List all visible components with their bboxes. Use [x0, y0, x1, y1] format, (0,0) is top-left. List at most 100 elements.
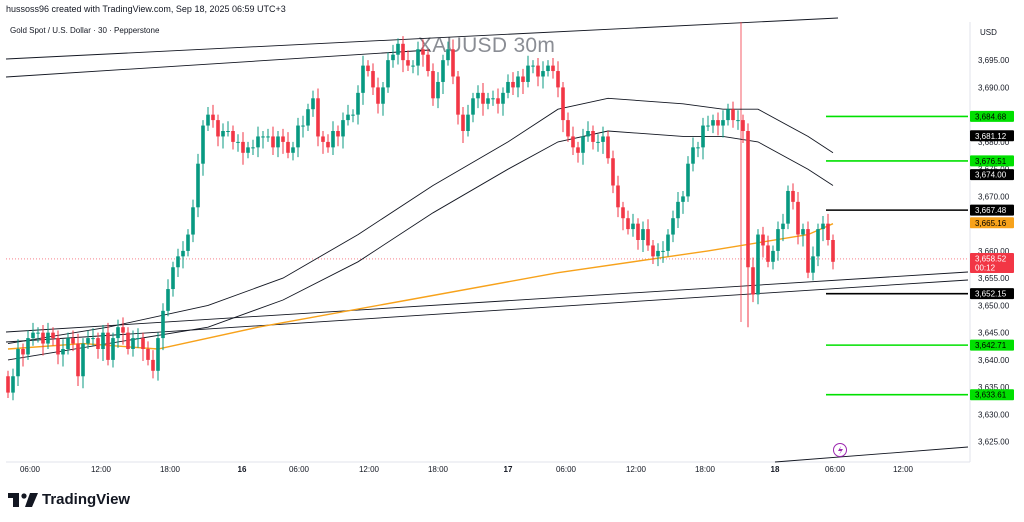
lightning-icon	[838, 446, 843, 455]
price-badge	[970, 155, 1014, 167]
candle-body	[386, 60, 390, 88]
candle-body	[806, 229, 810, 273]
candle-body	[161, 310, 165, 339]
candle-body	[531, 65, 535, 67]
candle-body	[651, 245, 655, 257]
candle-body	[661, 250, 665, 252]
candle-body	[76, 343, 80, 377]
candle-body	[451, 49, 455, 77]
time-axis[interactable]: 06:00 12:00 18:00 16 06:00 12:00 18:00 17 06:00 1…	[20, 465, 914, 474]
tv-logo-icon	[8, 492, 38, 507]
candle-body	[676, 201, 680, 219]
candle-body	[686, 163, 690, 197]
candle-body	[146, 349, 150, 360]
candle-body	[456, 76, 460, 115]
candle-body	[191, 207, 195, 235]
candle-body	[726, 109, 730, 121]
channel-line-upper	[5, 17, 839, 60]
time-tick-label: 18:00	[428, 465, 449, 474]
candle-body	[781, 223, 785, 230]
time-tick-label: 12:00	[359, 465, 380, 474]
candle-body	[716, 120, 720, 126]
candle-body	[201, 125, 205, 164]
candle-body	[116, 327, 120, 339]
candle-body	[501, 92, 505, 104]
price-tick-label: 3,635.00	[978, 383, 1010, 392]
candle-body	[131, 338, 135, 349]
candle-body	[211, 114, 215, 121]
candle-body	[251, 147, 255, 149]
channel-line-bottom	[774, 446, 969, 463]
candle-body	[546, 65, 550, 72]
event-marker-icon[interactable]	[833, 443, 847, 457]
candle-body	[241, 141, 245, 153]
candle-body	[591, 131, 595, 142]
candle-body	[596, 141, 600, 143]
price-tick-label: 3,660.00	[978, 247, 1010, 256]
price-tick-label: 3,650.00	[978, 301, 1010, 310]
candle-body	[151, 359, 155, 371]
price-badges: 3,684.68 3,681.12 3,676.51 3,674.00 3,667.48…	[833, 110, 1014, 457]
candle-body	[71, 338, 75, 344]
candle-body	[166, 289, 170, 311]
candle-body	[811, 256, 815, 273]
candle-body	[571, 136, 575, 148]
candle-body	[741, 120, 745, 131]
tradingview-logo[interactable]: TradingView	[8, 491, 130, 508]
candle-body	[701, 125, 705, 148]
candle-body	[311, 98, 315, 110]
chart-frame	[6, 22, 971, 463]
channel-line-upper-inner	[5, 49, 431, 78]
candle-body	[171, 267, 175, 290]
candle-body	[56, 338, 60, 355]
candle-body	[61, 349, 65, 355]
candle-body	[231, 131, 235, 142]
candle-body	[541, 71, 545, 77]
candle-body	[631, 223, 635, 230]
candle-body	[356, 92, 360, 115]
candle-body	[196, 163, 200, 208]
channel-line-lower-inner	[5, 279, 969, 343]
currency-label[interactable]: USD	[980, 28, 997, 37]
candle-body	[16, 349, 20, 377]
candle-body	[736, 120, 740, 122]
candle-body	[316, 98, 320, 137]
price-badge-label: 3,665.16	[975, 219, 1007, 228]
candle-body	[341, 120, 345, 137]
candle-body	[436, 81, 440, 99]
candle-body	[426, 54, 430, 72]
channel-line-lower	[5, 271, 969, 333]
candle-body	[396, 43, 400, 55]
candle-body	[786, 190, 790, 224]
price-badge-label: 3,633.61	[975, 391, 1007, 400]
candle-body	[756, 234, 760, 295]
price-tick-label: 3,690.00	[978, 83, 1010, 92]
price-tick-label: 3,695.00	[978, 56, 1010, 65]
price-badge	[970, 169, 1014, 181]
price-badge	[970, 110, 1014, 122]
time-tick-label: 06:00	[825, 465, 846, 474]
candle-body	[46, 332, 50, 344]
upper-band-line	[7, 97, 834, 345]
candle-body	[286, 141, 290, 153]
candle-body	[616, 185, 620, 208]
time-tick-label: 06:00	[556, 465, 577, 474]
candle-body	[731, 109, 735, 121]
candle-body	[486, 98, 490, 104]
candle-body	[696, 147, 700, 149]
symbol-description[interactable]: Gold Spot / U.S. Dollar · 30 · Peppersto…	[10, 26, 160, 35]
price-badge-label: 3,667.48	[975, 206, 1007, 215]
candle-body	[586, 131, 590, 137]
candle-body	[581, 136, 585, 153]
price-tick-label: 3,630.00	[978, 410, 1010, 419]
candle-body	[81, 343, 85, 377]
time-tick-label: 18:00	[160, 465, 181, 474]
candle-body	[91, 338, 95, 340]
candle-body	[681, 196, 685, 202]
candle-body	[271, 136, 275, 148]
price-tick-label: 3,670.00	[978, 192, 1010, 201]
candle-body	[621, 207, 625, 219]
time-tick-label: 18	[771, 465, 780, 474]
candle-body	[476, 92, 480, 99]
